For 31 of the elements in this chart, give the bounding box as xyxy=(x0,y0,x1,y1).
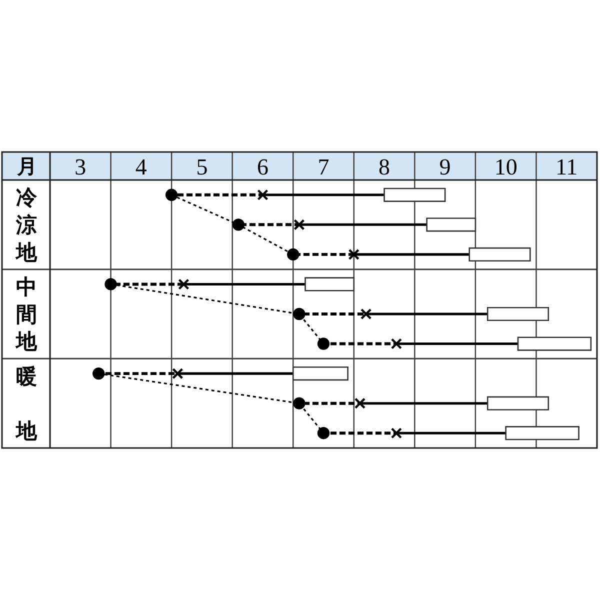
x-tick-label: 9 xyxy=(439,154,451,180)
point xyxy=(293,397,306,410)
x-tick-label: 7 xyxy=(318,154,330,180)
x-tick-label: 5 xyxy=(196,154,208,180)
point xyxy=(165,188,178,201)
point xyxy=(360,308,372,320)
point xyxy=(390,428,402,439)
point xyxy=(172,368,184,380)
point xyxy=(317,427,330,440)
point xyxy=(104,278,117,290)
point xyxy=(178,278,190,290)
point xyxy=(390,338,402,350)
point xyxy=(92,367,105,380)
point xyxy=(287,248,300,261)
x-axis-title: 月 xyxy=(16,154,37,178)
point xyxy=(294,219,305,230)
category-label: 暖地 xyxy=(16,364,37,443)
x-tick-label: 11 xyxy=(556,154,578,180)
x-tick-label: 3 xyxy=(74,154,86,180)
x-tick-label: 10 xyxy=(494,154,518,180)
point xyxy=(257,189,268,200)
y-tick-label: 冷涼地 xyxy=(15,186,38,264)
point xyxy=(354,398,366,409)
x-tick-label: 8 xyxy=(378,154,390,180)
x-tick-label: 4 xyxy=(135,154,148,180)
point xyxy=(348,248,360,260)
y-tick-label: 中間地 xyxy=(15,275,38,354)
point xyxy=(232,218,245,231)
point xyxy=(293,308,306,320)
point xyxy=(317,338,330,350)
x-tick-label: 6 xyxy=(256,154,268,180)
